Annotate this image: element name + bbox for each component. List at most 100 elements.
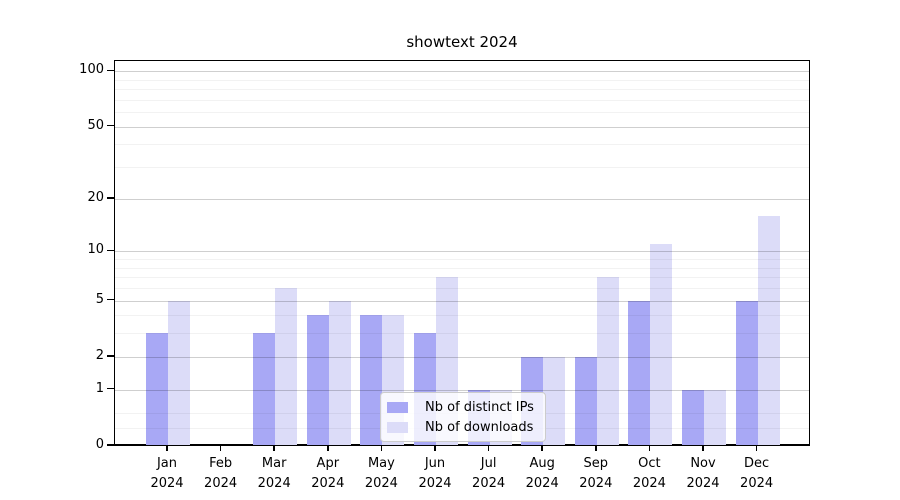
x-tick-mark [487,445,490,451]
x-tick-label: Mar 2024 [242,454,306,493]
legend-swatch [387,421,408,433]
minor-gridline [115,287,809,289]
y-tick-label: 5 [95,291,104,307]
legend-entry: Nb of distinct IPs [381,397,545,417]
x-tick-label: Sep 2024 [564,454,628,493]
x-tick-label-month: Jun [424,456,446,471]
y-tick-label: 100 [79,62,104,78]
x-tick-label: Aug 2024 [510,454,574,493]
x-tick-label: Jun 2024 [403,454,467,493]
y-tick-mark [107,249,114,252]
y-tick-mark [107,69,114,71]
y-tick-mark [107,124,114,127]
major-gridline [115,300,809,302]
x-tick-label: Jul 2024 [457,454,521,493]
x-tick-label-month: May [367,456,395,471]
x-tick-mark [380,445,383,451]
minor-gridline [115,112,809,114]
minor-gridline [115,277,809,279]
bar [757,215,780,446]
y-tick-mark [107,355,114,357]
x-tick-mark [273,445,275,451]
x-tick-label-year: 2024 [472,475,506,491]
y-tick-mark [107,298,114,301]
legend-label: Nb of distinct IPs [425,399,534,415]
x-tick-label-month: Aug [529,456,555,471]
minor-gridline [115,267,809,269]
bar [543,356,566,446]
major-gridline [115,356,809,358]
x-tick-mark [434,445,436,451]
x-tick-mark [166,445,168,451]
x-tick-label-year: 2024 [311,475,345,491]
x-tick-mark [219,445,222,451]
x-tick-label-month: Mar [261,456,287,471]
x-tick-label-month: Oct [638,456,661,471]
legend-label: Nb of downloads [425,419,534,435]
y-tick-label: 0 [95,437,104,452]
bar [574,356,597,446]
x-tick-label: May 2024 [349,454,413,493]
major-gridline [115,71,809,73]
bar [253,333,276,446]
x-tick-label-year: 2024 [364,475,398,491]
bar [596,277,619,446]
plot-area [114,60,810,446]
major-gridline [115,198,809,200]
major-gridline [115,251,809,253]
x-tick-label-month: Feb [209,456,233,471]
x-tick-label-year: 2024 [740,475,774,491]
x-tick-label-month: Dec [744,456,770,471]
x-tick-mark [702,445,704,451]
x-tick-label-month: Nov [690,456,716,471]
x-tick-mark [595,445,597,451]
legend-entry: Nb of downloads [381,417,545,437]
minor-gridline [115,144,809,146]
x-tick-label-month: Jul [480,456,497,471]
x-tick-label: Nov 2024 [671,454,735,493]
x-tick-label-year: 2024 [204,475,238,491]
bar [682,389,704,446]
y-tick-mark [107,387,114,390]
legend: Nb of distinct IPs Nb of downloads [380,392,546,442]
x-tick-label-year: 2024 [579,475,613,491]
x-tick-label: Dec 2024 [725,454,789,493]
x-tick-label-year: 2024 [525,475,559,491]
minor-gridline [115,259,809,261]
x-tick-label: Apr 2024 [296,454,360,493]
x-tick-label-month: Jan [156,456,178,471]
bar [146,333,168,446]
y-tick-label: 10 [87,242,104,258]
x-tick-label: Jan 2024 [135,454,199,493]
x-tick-label-year: 2024 [632,475,666,491]
y-tick-label: 2 [95,347,104,363]
x-tick-label-month: Apr [316,456,340,471]
bar [650,244,673,446]
minor-gridline [115,167,809,169]
y-tick-mark [107,197,114,199]
bar [704,389,726,446]
bar [168,300,190,446]
minor-gridline [115,315,809,317]
x-tick-mark [327,445,329,451]
x-tick-mark [648,445,651,451]
bar [328,300,351,446]
minor-gridline [115,333,809,335]
bar [628,300,651,446]
legend-swatch [387,401,408,413]
x-tick-label-month: Sep [583,456,609,471]
major-gridline [115,389,809,391]
y-tick-label: 1 [95,380,104,396]
y-tick-label: 50 [87,117,104,133]
x-tick-mark [755,445,758,451]
chart-title: showtext 2024 [406,33,518,51]
x-tick-label-year: 2024 [150,475,184,491]
x-tick-mark [541,445,543,451]
minor-gridline [115,99,809,101]
x-tick-label-year: 2024 [686,475,720,491]
x-tick-label: Oct 2024 [617,454,681,493]
minor-gridline [115,89,809,91]
bar [306,315,329,446]
bar [735,300,758,446]
